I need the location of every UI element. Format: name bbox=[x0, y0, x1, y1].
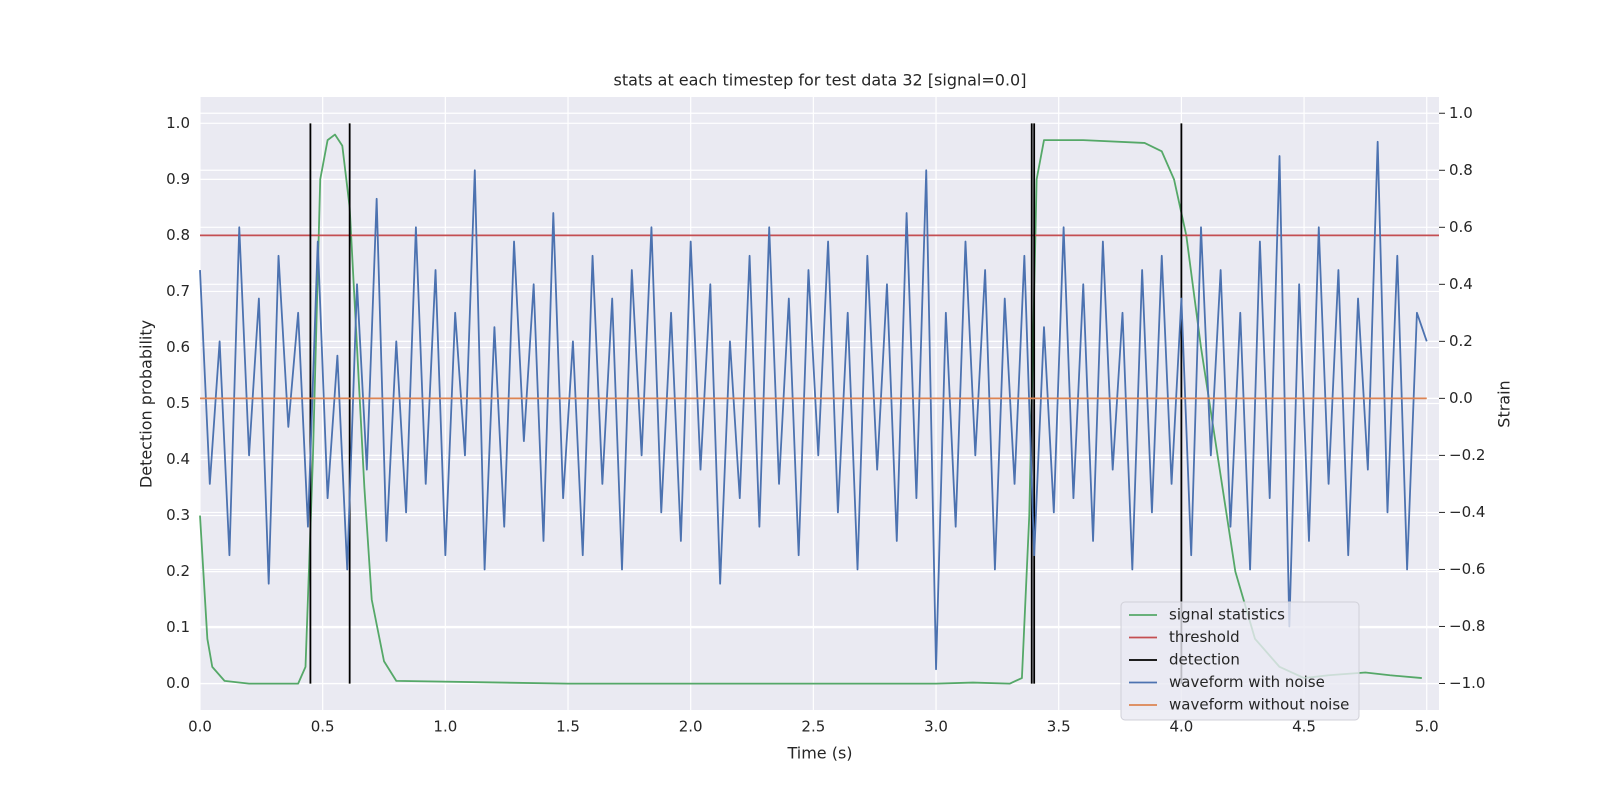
marks bbox=[199, 123, 1439, 685]
y-tick-label: 0.6 bbox=[166, 338, 190, 356]
legend-box bbox=[1120, 601, 1360, 721]
legend-label: signal statistics bbox=[1169, 606, 1285, 624]
y-tick-label: 0.5 bbox=[166, 394, 190, 412]
y2-tick-label: −0.2 bbox=[1449, 446, 1485, 464]
y2-tick-label: 0.4 bbox=[1449, 275, 1473, 293]
y-tick-label: 0.3 bbox=[166, 506, 190, 524]
x-tick-label: 2.0 bbox=[679, 718, 703, 736]
series-line bbox=[199, 140, 1428, 671]
y-tick-label: 0.9 bbox=[166, 170, 190, 188]
y2-tick-label: −0.6 bbox=[1449, 560, 1485, 578]
y2-tick-label: −0.8 bbox=[1449, 617, 1485, 635]
y2-axis-label: Strain bbox=[1495, 380, 1514, 427]
y2-tick-label: −0.4 bbox=[1449, 503, 1485, 521]
x-tick-label: 4.5 bbox=[1292, 718, 1316, 736]
x-tick-label: 4.0 bbox=[1169, 718, 1193, 736]
x-tick-label: 1.5 bbox=[556, 718, 580, 736]
y2-tick-label: 0.2 bbox=[1449, 332, 1473, 350]
y-tick-label: 0.8 bbox=[166, 226, 190, 244]
y-axis-label: Detection probability bbox=[137, 320, 156, 488]
x-tick-label: 3.5 bbox=[1047, 718, 1071, 736]
y2-tick-label: 1.0 bbox=[1449, 104, 1473, 122]
legend-label: detection bbox=[1169, 651, 1240, 669]
legend-label: threshold bbox=[1169, 628, 1240, 646]
x-tick-label: 5.0 bbox=[1415, 718, 1439, 736]
x-tick-label: 3.0 bbox=[924, 718, 948, 736]
y-tick-label: 1.0 bbox=[166, 114, 190, 132]
x-tick-label: 0.0 bbox=[188, 718, 212, 736]
y2-tick-label: −1.0 bbox=[1449, 674, 1485, 692]
y2-tick-label: 0.6 bbox=[1449, 218, 1473, 236]
y2-tick-label: 0.8 bbox=[1449, 161, 1473, 179]
x-tick-label: 1.0 bbox=[433, 718, 457, 736]
legend-label: waveform without noise bbox=[1169, 696, 1349, 714]
y-tick-label: 0.1 bbox=[166, 618, 190, 636]
chart-title: stats at each timestep for test data 32 … bbox=[614, 71, 1027, 90]
legend: signal statistics threshold detection wavef… bbox=[1120, 601, 1360, 721]
y2-tick-label: 0.0 bbox=[1449, 389, 1473, 407]
x-axis-label: Time (s) bbox=[786, 744, 852, 763]
x-tick-label: 0.5 bbox=[311, 718, 335, 736]
y-tick-label: 0.7 bbox=[166, 282, 190, 300]
legend-label: waveform with noise bbox=[1169, 673, 1325, 691]
y-tick-label: 0.4 bbox=[166, 450, 190, 468]
y-tick-label: 0.2 bbox=[166, 562, 190, 580]
y-tick-label: 0.0 bbox=[166, 674, 190, 692]
x-tick-label: 2.5 bbox=[801, 718, 825, 736]
